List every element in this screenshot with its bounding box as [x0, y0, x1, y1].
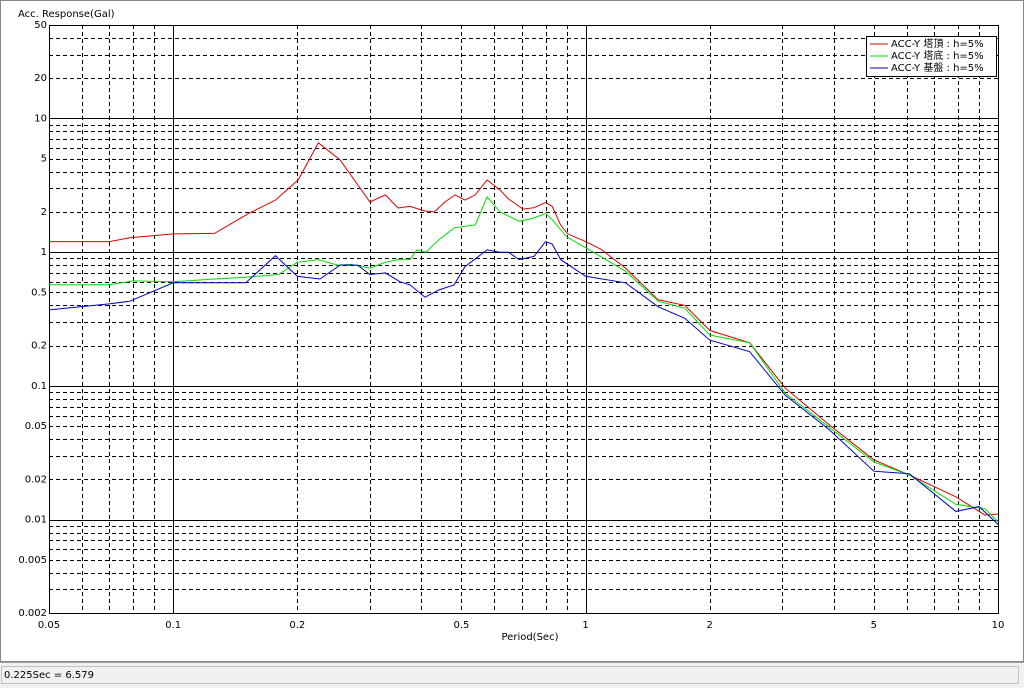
x-tick-label: 2 — [707, 620, 713, 631]
y-tick-label: 20 — [34, 73, 47, 84]
x-tick-label: 10 — [992, 620, 1005, 631]
plot-frame — [49, 25, 999, 614]
y-tick-label: 5 — [41, 154, 47, 165]
x-axis-label: Period(Sec) — [502, 632, 559, 643]
y-tick-label: 0.1 — [31, 381, 47, 392]
y-tick-label: 0.2 — [31, 341, 47, 352]
x-tick-label: 1 — [582, 620, 588, 631]
y-tick-label: 0.01 — [25, 515, 47, 526]
series-line — [49, 195, 999, 523]
legend-box — [866, 36, 997, 77]
legend-label: ACC-Y 塔底 : h=5% — [891, 49, 984, 62]
status-bar: 0.225Sec = 6.579 — [0, 662, 1024, 688]
y-tick-label: 2 — [41, 207, 47, 218]
x-tick-label: 5 — [871, 620, 877, 631]
x-tick-label: 0.5 — [453, 620, 469, 631]
legend-label: ACC-Y 基盤 : h=5% — [891, 61, 984, 74]
status-text: 0.225Sec = 6.579 — [1, 666, 1019, 684]
series-line — [49, 142, 999, 516]
y-tick-label: 0.5 — [31, 287, 47, 298]
chart: Acc. Response(Gal) Period(Sec) 0.05 0.1 0.… — [0, 0, 1024, 662]
y-tick-label: 0.02 — [25, 474, 47, 485]
x-tick-label: 0.1 — [165, 620, 181, 631]
y-tick-label: 10 — [34, 113, 47, 124]
y-tick-label: 0.002 — [18, 608, 47, 619]
window-frame — [0, 0, 1024, 662]
series-line — [48, 241, 999, 525]
y-tick-label: 50 — [34, 20, 47, 31]
y-tick-label: 0.005 — [18, 555, 47, 566]
y-tick-label: 1 — [41, 247, 47, 258]
legend-label: ACC-Y 塔頂 : h=5% — [891, 37, 984, 50]
x-tick-label: 0.2 — [289, 620, 305, 631]
y-tick-label: 0.05 — [25, 421, 47, 432]
y-axis-label: Acc. Response(Gal) — [18, 9, 115, 20]
x-tick-label: 0.05 — [38, 620, 60, 631]
